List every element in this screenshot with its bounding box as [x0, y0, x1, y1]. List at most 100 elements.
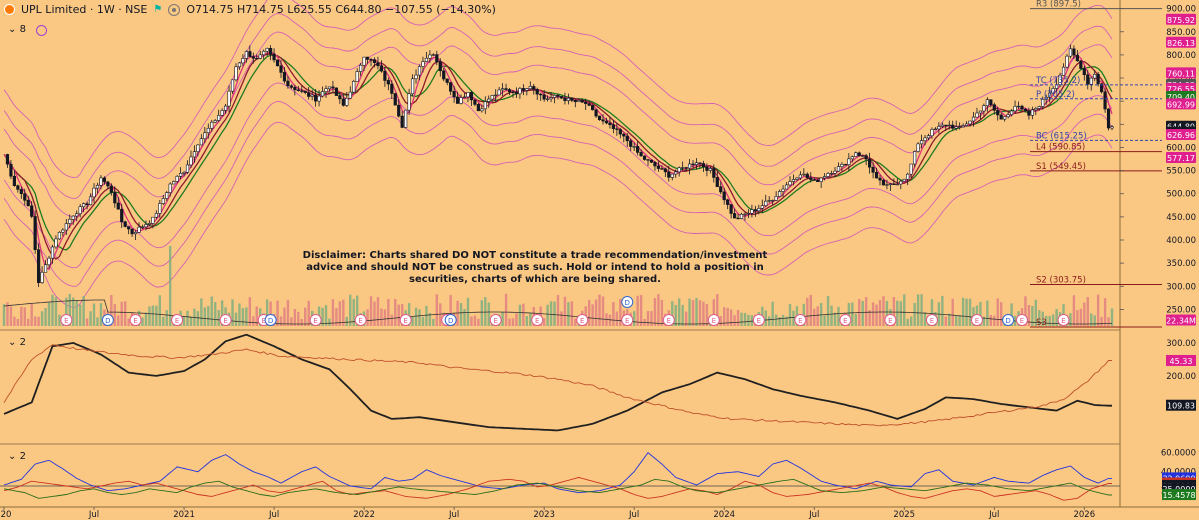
volume-bar — [380, 308, 383, 326]
candle-body — [968, 120, 972, 125]
volume-bar — [906, 318, 909, 326]
volume-bar — [570, 301, 574, 326]
volume-bar — [304, 307, 307, 326]
candle-body — [636, 146, 640, 153]
candle-body — [871, 166, 875, 173]
candle-body — [528, 86, 532, 90]
earnings-event-icon — [171, 314, 184, 326]
candle-body — [303, 90, 307, 93]
candle-body — [404, 109, 408, 128]
volume-bar — [705, 304, 709, 326]
candle-body — [154, 213, 158, 218]
volume-bar — [421, 316, 425, 326]
volume-bar — [30, 303, 33, 326]
price-tick-label: 250.00 — [1166, 305, 1196, 315]
pane3-indicator-count[interactable]: ⌄ 2 — [8, 451, 26, 462]
volume-bar — [466, 297, 470, 326]
pivot-label: L4 (590.85) — [1036, 143, 1085, 153]
volume-bar — [515, 313, 518, 326]
volume-bar — [871, 302, 875, 326]
candle-body — [127, 226, 131, 230]
volume-bar — [522, 303, 525, 326]
volume-bar — [965, 298, 968, 326]
volume-bar — [986, 300, 989, 326]
earnings-event-label: E — [975, 317, 979, 325]
volume-bar — [411, 316, 414, 326]
candle-body — [469, 92, 474, 101]
candle-body — [50, 246, 55, 259]
candle-body — [1072, 48, 1076, 56]
candle-body — [355, 71, 359, 82]
candle-body — [265, 47, 269, 52]
time-tick-label: 2024 — [713, 510, 735, 520]
candle-body — [805, 173, 809, 179]
eye-icon[interactable] — [168, 3, 181, 16]
candle-body — [1061, 66, 1066, 76]
volume-bar — [903, 294, 906, 326]
volume-bar — [792, 310, 795, 326]
earnings-event-icon — [60, 314, 73, 326]
earnings-event-label: E — [535, 317, 539, 325]
volume-bar — [376, 297, 380, 326]
candle-body — [494, 94, 498, 97]
volume-bar — [549, 301, 553, 326]
candle-body — [376, 62, 380, 67]
candle-body — [764, 200, 768, 206]
volume-bar — [141, 317, 144, 326]
candle-body — [511, 91, 515, 93]
candle-body — [521, 88, 525, 91]
candle-body — [909, 163, 913, 175]
volume-bar — [712, 299, 716, 326]
candle-body — [750, 209, 754, 214]
volume-bar — [598, 294, 601, 326]
volume-bar — [349, 294, 352, 326]
indicator-settings-icon[interactable] — [36, 25, 47, 36]
pane2-indicator-count[interactable]: ⌄ 2 — [8, 337, 26, 348]
candle-body — [379, 65, 384, 72]
candle-body — [594, 109, 598, 117]
bookmark-flag-icon[interactable]: ⚑ — [153, 4, 163, 15]
volume-bar — [345, 316, 348, 326]
volume-bar — [778, 317, 781, 326]
pivot-label: R3 (897.5) — [1036, 0, 1081, 10]
candle-body — [151, 216, 155, 224]
volume-bar — [44, 308, 47, 326]
candle-body — [542, 94, 546, 100]
envelope-band-line — [3, 13, 1113, 199]
envelope-band-line — [3, 121, 1113, 308]
volume-bar — [82, 295, 85, 326]
candle-body — [826, 173, 830, 177]
candle-body — [331, 86, 335, 89]
di-plus-line — [3, 452, 1112, 494]
time-tick-label: 2021 — [173, 510, 195, 520]
candle-body — [577, 100, 581, 103]
earnings-event-icon — [839, 314, 852, 326]
candle-body — [348, 91, 352, 99]
volume-bar — [861, 301, 864, 326]
candle-body — [777, 191, 782, 197]
time-tick-label: Jul — [88, 510, 99, 520]
symbol-title[interactable]: UPL Limited · 1W · NSE — [21, 3, 148, 16]
candle-body — [989, 99, 993, 105]
candle-body — [861, 155, 865, 157]
main-indicator-count[interactable]: ⌄ 8 — [8, 24, 26, 35]
candle-body — [99, 177, 103, 186]
candle-body — [802, 173, 806, 176]
volume-bar — [1093, 315, 1096, 326]
candle-body — [781, 188, 785, 192]
volume-bar — [387, 299, 390, 326]
dividend-event-label: D — [105, 317, 110, 325]
dividend-event-label: D — [1005, 317, 1010, 325]
volume-bar — [151, 305, 155, 326]
earnings-event-label: E — [712, 317, 716, 325]
earnings-event-icon — [219, 314, 232, 326]
volume-bar — [1079, 308, 1083, 326]
candle-body — [449, 82, 453, 92]
candle-body — [999, 114, 1003, 120]
price-label-box — [1166, 36, 1196, 48]
candle-body — [660, 168, 664, 170]
volume-bar — [1086, 296, 1089, 326]
earnings-event-label: E — [223, 317, 227, 325]
volume-bar — [878, 300, 882, 326]
